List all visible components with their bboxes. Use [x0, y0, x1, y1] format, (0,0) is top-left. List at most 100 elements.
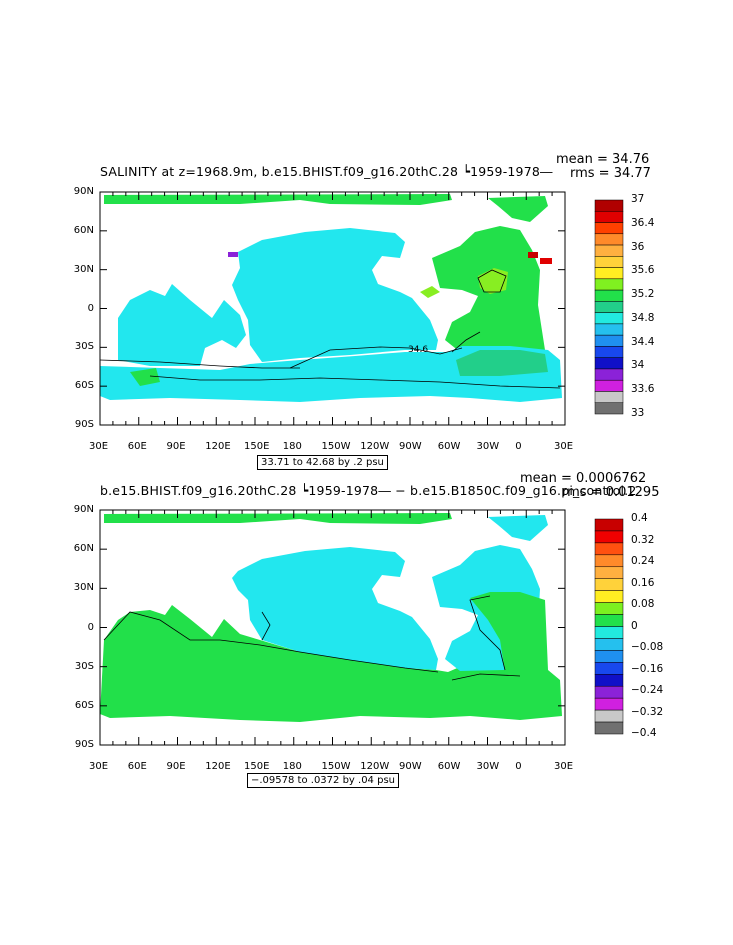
panel2-ytick-label: 90S [74, 739, 94, 750]
panel2-xtick-label: 0 [515, 761, 522, 772]
panel1-colorbar-swatch [594, 233, 624, 246]
panel1-xtick-label: 120W [360, 441, 390, 452]
panel2-colorbar-label: 0.08 [631, 598, 655, 610]
panel2-xtick-label: 90E [166, 761, 186, 772]
panel2-rms: rms = 0.01295 [562, 485, 660, 500]
southern-cyan-region [100, 346, 562, 402]
panel2-colorbar-swatch [594, 578, 624, 591]
panel1-xtick-label: 60W [437, 441, 461, 452]
panel1-xtick-label: 90W [399, 441, 422, 452]
panel1-colorbar [594, 199, 624, 415]
panel1-colorbar-swatch [594, 301, 624, 313]
panel1-colorbar-swatch [594, 391, 624, 403]
panel1-title: SALINITY at z=1968.9m, b.e15.BHIST.f09_g… [100, 164, 553, 179]
panel2-colorbar-swatch [594, 602, 624, 615]
panel2-xtick-label: 180 [282, 761, 302, 772]
panel2-mean: mean = 0.0006762 [520, 471, 647, 486]
panel2-xtick-label: 150E [244, 761, 270, 772]
panel2-colorbar-label: −0.16 [631, 662, 664, 675]
panel1-colorbar-swatch [594, 278, 624, 291]
panel1-colorbar-swatch [594, 402, 624, 415]
panel2-colorbar-swatch [594, 530, 624, 544]
panel2-map [100, 513, 562, 722]
panel1-colorbar-label: 35.2 [631, 288, 655, 301]
panel1-colorbar-swatch [594, 289, 624, 302]
panel2-colorbar-swatch [594, 662, 624, 675]
panel1-xtick-label: 60E [127, 441, 147, 452]
panel1-colorbar-swatch [594, 334, 624, 347]
panel2-ytick-label: 60N [73, 543, 94, 555]
panel2-colorbar-swatch [594, 518, 624, 532]
pacific-cyan-region-2 [232, 547, 438, 670]
panel1-range-note: 33.71 to 42.68 by .2 psu [257, 455, 388, 470]
panel2-xtick-label: 150W [321, 761, 351, 772]
panel1-ytick-label: 90N [73, 186, 94, 197]
panel1-colorbar-swatch [594, 244, 624, 257]
panel1-ytick-label: 60N [73, 224, 94, 236]
panel1-colorbar-label: 33.6 [631, 383, 655, 396]
panel1-map [100, 194, 562, 402]
panel2-colorbar-swatch [594, 650, 624, 663]
panel2-ticks [99, 509, 566, 746]
panel2-ytick-label: 30S [74, 660, 94, 672]
contour-34.6 [289, 346, 463, 369]
panel2-colorbar-swatch [594, 685, 624, 699]
panel2-ytick-label: 60S [74, 699, 94, 711]
panel2-colorbar-label: −0.32 [631, 705, 664, 718]
panel2-colorbar-swatch [594, 697, 624, 711]
panel1-colorbar-label: 34.8 [631, 311, 655, 324]
panel2-xtick-label: 60W [437, 761, 461, 772]
panel2-colorbar-swatch [594, 590, 624, 603]
panel2-colorbar-label: 0.24 [631, 555, 655, 567]
panel1-colorbar-swatch [594, 346, 624, 358]
panel1-xtick-label: 120E [205, 441, 231, 452]
panel2-colorbar-label: 0.16 [631, 576, 655, 589]
panel1-colorbar-swatch [594, 222, 624, 235]
panel1-xtick-label: 0 [515, 441, 522, 452]
panel2-colorbar-label: −0.24 [631, 684, 664, 696]
panel2-xtick-label: 30E [89, 761, 109, 772]
pacific-cyan-region [232, 228, 438, 362]
panel1-colorbar-swatch [594, 379, 624, 392]
panel2-colorbar-label: 0.32 [631, 533, 655, 546]
panel1-ytick-label: 30N [73, 263, 94, 275]
contour-label: 34.6 [408, 345, 428, 355]
panel2-colorbar [594, 518, 624, 735]
panel1-colorbar-label: 34 [631, 359, 645, 372]
panel1-xtick-label: 150E [244, 441, 270, 452]
panel2-xtick-label: 120W [360, 761, 390, 772]
panel2-xtick-label: 30E [554, 761, 574, 772]
panel2-colorbar-swatch [594, 614, 624, 627]
indian-cyan-region [118, 284, 246, 366]
panel2-ytick-label: 0 [87, 621, 94, 633]
panel2-colorbar-swatch [594, 638, 624, 651]
panel1-xtick-label: 30E [89, 441, 109, 452]
panel1-xtick-label: 150W [321, 441, 351, 452]
panel1-rms: rms = 34.77 [570, 166, 651, 181]
panel1-colorbar-label: 37 [631, 193, 645, 205]
panel1-ytick-label: 30S [74, 341, 94, 353]
panel1-colorbar-swatch [594, 199, 624, 212]
panel2-colorbar-swatch [594, 674, 624, 687]
panel2-ytick-label: 90N [73, 504, 94, 515]
panel1-colorbar-swatch [594, 256, 624, 268]
panel1-colorbar-label: 36 [631, 240, 645, 253]
panel1-colorbar-swatch [594, 312, 624, 325]
arctic-green-region [104, 194, 452, 205]
panel1-colorbar-swatch [594, 368, 624, 381]
panel1-colorbar-label: 35.6 [631, 264, 655, 277]
panel1-ytick-label: 90S [74, 419, 94, 430]
panel1-ytick-label: 60S [74, 380, 94, 392]
panel1-colorbar-label: 34.4 [631, 335, 655, 348]
panel2-ytick-label: 30N [73, 582, 94, 594]
panel1-colorbar-swatch [594, 323, 624, 336]
panel2-colorbar-swatch [594, 554, 624, 568]
panel1-xtick-label: 180 [282, 441, 302, 452]
panel2-xtick-label: 60E [127, 761, 147, 772]
panel1-ytick-label: 0 [87, 302, 94, 314]
panel2-title: b.e15.BHIST.f09_g16.20thC.28 ┕1959-1978―… [100, 483, 637, 498]
panel2-colorbar-swatch [594, 721, 624, 735]
panel2-colorbar-swatch [594, 542, 624, 556]
panel1-colorbar-label: 36.4 [631, 216, 655, 229]
